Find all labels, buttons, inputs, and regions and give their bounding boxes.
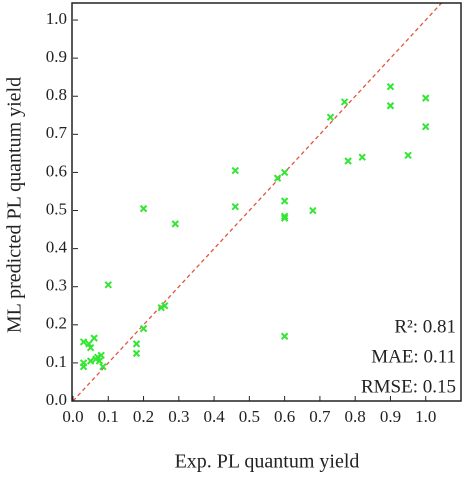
x-tick-label: 0.4 xyxy=(203,407,225,426)
point xyxy=(79,338,88,346)
x-tick-label: 1.0 xyxy=(415,407,436,426)
point xyxy=(231,203,239,211)
point xyxy=(132,340,141,348)
y-tick-label: 0.1 xyxy=(46,352,67,371)
x-tick-label: 0.1 xyxy=(98,407,119,426)
point xyxy=(95,357,104,365)
point xyxy=(157,303,165,312)
y-tick-label: 0.5 xyxy=(46,199,67,218)
point xyxy=(422,94,430,102)
point xyxy=(273,174,282,182)
point xyxy=(280,332,289,340)
point xyxy=(280,214,289,222)
x-tick-label: 0.7 xyxy=(309,407,331,426)
point xyxy=(280,212,289,220)
x-tick-label: 0.6 xyxy=(274,407,295,426)
x-tick-label: 0.5 xyxy=(239,407,260,426)
reference-line xyxy=(72,0,444,402)
x-tick-label: 0.3 xyxy=(168,407,189,426)
x-tick-label: 0.0 xyxy=(62,407,83,426)
x-axis-title: Exp. PL quantum yield xyxy=(175,451,360,473)
point xyxy=(161,302,169,310)
point xyxy=(344,157,352,165)
y-tick-label: 0.4 xyxy=(46,238,68,257)
point xyxy=(358,153,366,161)
x-tick-label: 0.8 xyxy=(345,407,366,426)
point xyxy=(99,363,107,371)
y-tick-label: 0.6 xyxy=(46,161,67,180)
annotation: MAE: 0.11 xyxy=(371,346,456,367)
y-tick-label: 0.0 xyxy=(46,390,67,409)
y-tick-label: 0.7 xyxy=(46,123,68,142)
point xyxy=(422,123,430,131)
point xyxy=(139,204,148,213)
point xyxy=(97,351,105,359)
x-tick-label: 0.2 xyxy=(133,407,154,426)
plot-frame xyxy=(71,2,462,402)
point xyxy=(231,166,239,175)
point xyxy=(104,281,112,289)
y-tick-label: 0.9 xyxy=(46,47,67,66)
x-tick-label: 0.9 xyxy=(380,407,401,426)
point xyxy=(280,197,289,205)
point xyxy=(79,359,88,367)
y-tick-label: 0.3 xyxy=(46,276,67,295)
point xyxy=(386,83,395,91)
point xyxy=(139,324,148,333)
point xyxy=(86,343,95,352)
point xyxy=(404,151,412,159)
annotation: RMSE: 0.15 xyxy=(361,376,456,397)
point xyxy=(171,220,179,228)
point xyxy=(132,349,141,358)
annotation: R²: 0.81 xyxy=(394,316,456,337)
point xyxy=(309,206,317,215)
y-tick-label: 0.8 xyxy=(46,85,67,104)
point xyxy=(280,168,289,177)
point xyxy=(85,340,93,348)
point xyxy=(90,334,98,342)
y-tick-label: 0.2 xyxy=(46,314,67,333)
point xyxy=(386,102,395,110)
y-tick-label: 1.0 xyxy=(46,9,67,28)
point xyxy=(93,353,102,361)
point xyxy=(340,98,349,106)
y-axis-title: ML predicted PL quantum yield xyxy=(4,77,26,333)
point xyxy=(86,357,95,365)
point xyxy=(326,113,335,121)
